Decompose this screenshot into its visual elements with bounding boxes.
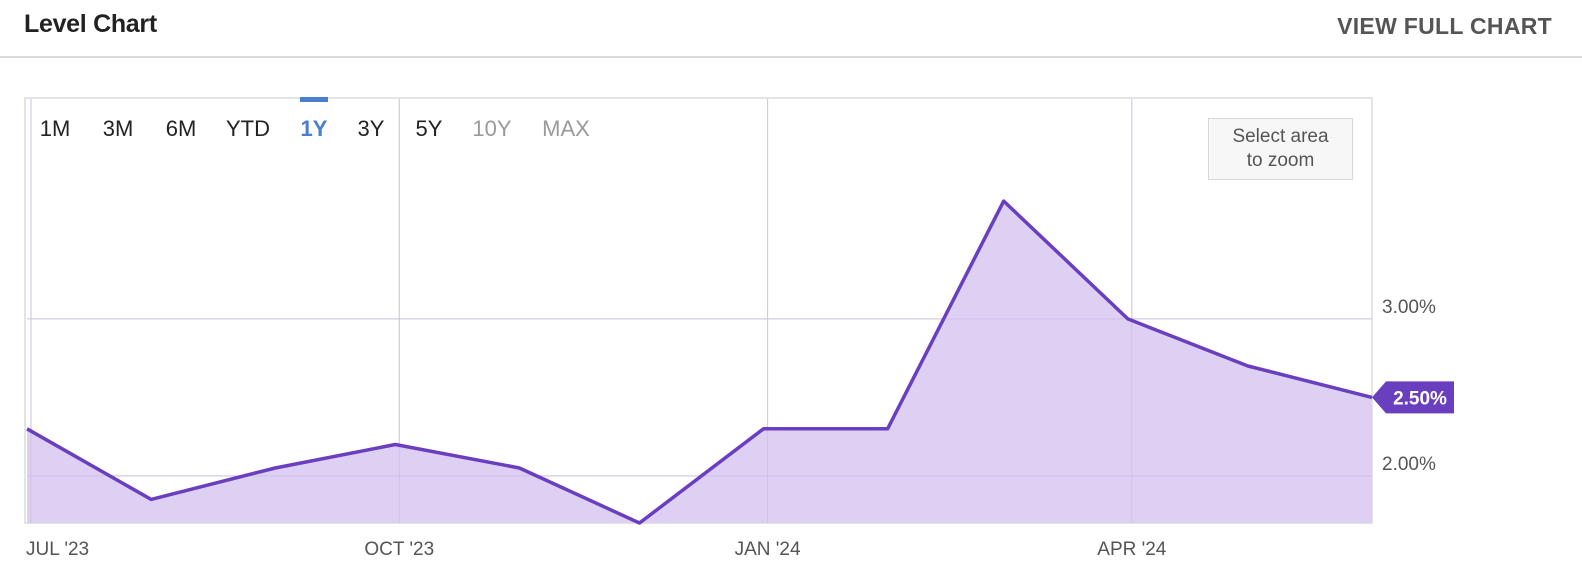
range-button-1y[interactable]: 1Y [301, 116, 328, 141]
zoom-hint-line2: to zoom [1246, 150, 1315, 171]
series-line [26, 199, 1373, 525]
selected-range-indicator [300, 97, 328, 102]
range-button-1m[interactable]: 1M [40, 116, 71, 141]
y-tick-label: 3.00% [1382, 297, 1436, 318]
chart-header: Level Chart VIEW FULL CHART [0, 0, 1582, 58]
x-tick-label: OCT '23 [364, 539, 434, 560]
range-selector: 1M 3M 6M YTD 1Y 3Y 5Y 10Y MAX [40, 97, 590, 141]
range-button-5y[interactable]: 5Y [416, 116, 443, 141]
x-tick-label: APR '24 [1097, 539, 1167, 560]
range-button-3y[interactable]: 3Y [358, 116, 385, 141]
x-tick-label: JAN '24 [735, 539, 801, 560]
last-value-badge [1372, 381, 1454, 414]
label-layer: JUL '23 OCT '23 JAN '24 APR '24 2.00% 3.00% 2.… [26, 297, 1454, 560]
range-button-3m[interactable]: 3M [103, 116, 134, 141]
range-button-max: MAX [542, 116, 590, 141]
x-tick-label: JUL '23 [26, 539, 89, 560]
series-area [27, 201, 1372, 523]
y-tick-label: 2.00% [1382, 454, 1436, 475]
last-value-label: 2.50% [1393, 388, 1447, 409]
range-button-6m[interactable]: 6M [166, 116, 197, 141]
range-button-10y: 10Y [472, 116, 511, 141]
area-layer [26, 99, 1373, 525]
zoom-hint-line1: Select area [1232, 126, 1329, 147]
select-area-to-zoom-hint: Select area to zoom [1208, 118, 1353, 180]
page-title: Level Chart [24, 10, 157, 38]
range-button-ytd[interactable]: YTD [226, 116, 270, 141]
view-full-chart-link[interactable]: VIEW FULL CHART [1337, 13, 1552, 39]
